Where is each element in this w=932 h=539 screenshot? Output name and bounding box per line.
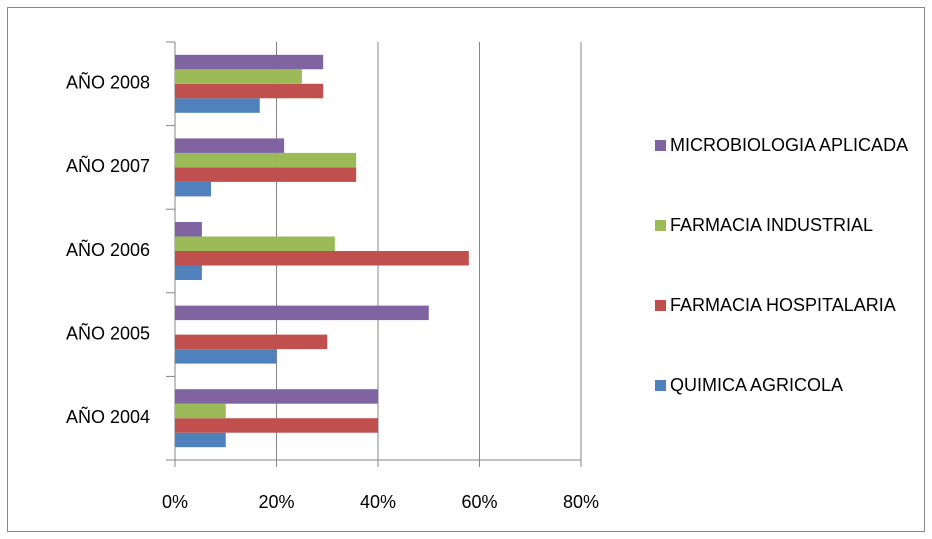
y-tick-label: AÑO 2008 [66, 72, 150, 93]
y-tick-label: AÑO 2005 [66, 322, 150, 343]
bar [175, 403, 226, 419]
legend-label: MICROBIOLOGIA APLICADA [670, 135, 909, 155]
bar [175, 389, 378, 404]
bar [175, 98, 260, 113]
legend-item: MICROBIOLOGIA APLICADA [655, 130, 908, 160]
bar [175, 83, 324, 99]
bar [175, 251, 469, 266]
bar [175, 54, 324, 70]
x-tick-label: 20% [258, 492, 294, 512]
legend-swatch [655, 140, 666, 151]
legend-swatch [655, 220, 666, 231]
x-tick-label: 40% [360, 492, 396, 512]
legend-item: FARMACIA INDUSTRIAL [655, 210, 873, 240]
bar [175, 305, 429, 321]
y-tick-label: AÑO 2006 [66, 239, 150, 260]
legend-swatch [655, 380, 666, 391]
x-tick-label: 0% [162, 492, 188, 512]
x-tick-label: 80% [563, 492, 599, 512]
bar [175, 167, 357, 182]
bar [175, 222, 202, 237]
bar [175, 349, 277, 364]
bar [175, 418, 378, 433]
legend-item: FARMACIA HOSPITALARIA [655, 290, 896, 320]
legend-label: FARMACIA INDUSTRIAL [670, 215, 874, 235]
bar [175, 138, 285, 153]
bar [175, 236, 335, 251]
bar [175, 181, 212, 197]
bar [175, 334, 328, 350]
bar [175, 152, 357, 168]
bar [175, 432, 226, 448]
legend-label: FARMACIA HOSPITALARIA [670, 295, 896, 315]
x-tick-label: 60% [461, 492, 497, 512]
y-tick-label: AÑO 2004 [66, 406, 150, 427]
chart-border [7, 7, 925, 532]
bar [175, 69, 302, 84]
legend-item: QUIMICA AGRICOLA [655, 370, 843, 400]
y-tick-label: AÑO 2007 [66, 155, 150, 176]
legend-label: QUIMICA AGRICOLA [670, 375, 844, 395]
legend-swatch [655, 300, 666, 311]
bar [175, 265, 202, 280]
